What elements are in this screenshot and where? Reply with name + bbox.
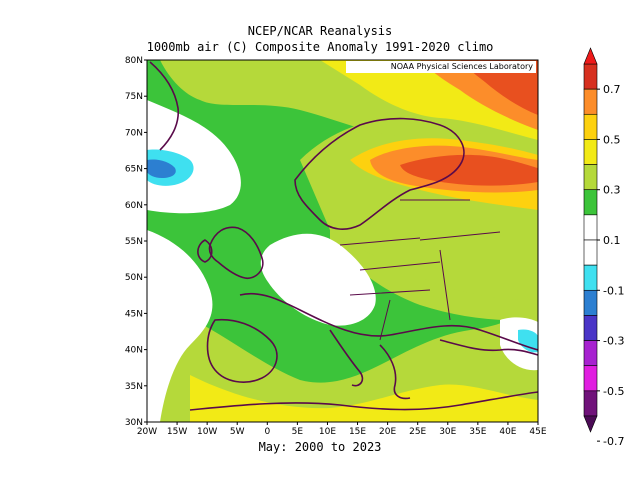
colorbar-segment (583, 365, 598, 392)
colorbar-segment (583, 113, 598, 140)
colorbar-top-arrow (583, 47, 598, 65)
colorbar-segment (583, 239, 598, 266)
colorbar-label: -0.3 (603, 335, 624, 348)
field-yellow-south (190, 375, 538, 422)
colorbar-label: -0.1 (603, 284, 624, 297)
lat-tick-label: 30N (125, 418, 143, 428)
black-sea-coast (439, 339, 538, 356)
lat-tick-label: 45N (125, 309, 143, 319)
latitude-axis: 80N 75N 70N 65N 60N 55N 50N 45N 40N 35N 30N (125, 56, 147, 428)
colorbar-segment (583, 164, 598, 191)
coastlines (149, 61, 538, 411)
field-red-arctic (460, 60, 538, 115)
lon-tick-label: 10W (197, 427, 217, 437)
lon-tick-label: 40E (499, 427, 516, 437)
colorbar-label: 0.5 (603, 133, 621, 146)
lat-tick-label: 60N (125, 201, 143, 211)
colorbar-label: -0.7 (603, 435, 624, 448)
colorbar-label: -0.5 (603, 385, 624, 398)
lon-tick-label: 45E (529, 427, 546, 437)
lon-tick-label: 20E (379, 427, 396, 437)
colorbar-segment (583, 264, 598, 291)
lon-tick-label: 15W (167, 427, 187, 437)
lon-tick-label: 10E (319, 427, 336, 437)
chart-title: NCEP/NCAR Reanalysis (247, 24, 393, 38)
colorbar-label: 0.1 (603, 234, 621, 247)
lon-tick-label: 0 (264, 427, 270, 437)
lon-tick-label: 5E (292, 427, 304, 437)
field-yellowgreen-central (330, 230, 538, 321)
lat-tick-label: 75N (125, 92, 143, 102)
colorbar-segment (583, 63, 598, 90)
colorbar-segment (583, 139, 598, 165)
colorbar-segment (583, 340, 598, 367)
greenland-coast (149, 61, 180, 151)
chart-subtitle: 1000mb air (C) Composite Anomaly 1991-20… (146, 40, 494, 54)
lon-tick-label: 35E (469, 427, 486, 437)
lat-tick-label: 55N (125, 237, 143, 247)
lat-tick-label: 65N (125, 165, 143, 175)
lat-tick-label: 40N (125, 346, 143, 356)
italy (329, 329, 364, 387)
colorbar-segment (583, 189, 598, 216)
credit-label: NOAA Physical Sciences Laboratory (346, 61, 536, 73)
lat-tick-label: 35N (125, 382, 143, 392)
iberia (206, 318, 278, 383)
field-blue-atlantic (147, 159, 176, 178)
colorbar-label: 0.7 (603, 83, 621, 96)
country-borders (339, 199, 501, 341)
field-white-central-europe (260, 233, 376, 326)
lon-tick-label: 20W (137, 427, 157, 437)
colorbar: 0.7 0.5 0.3 0.1 -0.1 -0.3 -0.5 -0.7 (583, 47, 624, 448)
british-isles (208, 226, 264, 280)
colorbar-segment (583, 289, 598, 316)
colorbar-segment (583, 390, 598, 417)
lon-tick-label: 25E (409, 427, 426, 437)
lat-tick-label: 80N (125, 56, 143, 66)
lon-tick-label: 15E (349, 427, 366, 437)
colorbar-segment (583, 315, 598, 341)
anomaly-field (147, 60, 538, 422)
colorbar-bottom-arrow (583, 415, 598, 433)
southern-coast (239, 292, 538, 351)
field-red-scandinavia (400, 154, 538, 186)
date-range-label: May: 2000 to 2023 (258, 440, 382, 454)
scandinavia (294, 117, 465, 230)
north-africa-coast (189, 391, 538, 411)
lat-tick-label: 70N (125, 128, 143, 138)
balkans (379, 344, 411, 400)
ireland (197, 239, 213, 263)
colorbar-segment (583, 88, 598, 115)
colorbar-label: 0.3 (603, 184, 621, 197)
lat-tick-label: 50N (125, 273, 143, 283)
lon-tick-label: 30E (439, 427, 456, 437)
colorbar-segment (583, 214, 598, 241)
field-white-atlantic-south (147, 230, 213, 422)
lon-tick-label: 5W (230, 427, 245, 437)
longitude-axis: 20W 15W 10W 5W 0 5E 10E 15E 20E 25E 30E 35E 40E 45E (137, 422, 547, 437)
field-cyan-east (518, 329, 538, 353)
